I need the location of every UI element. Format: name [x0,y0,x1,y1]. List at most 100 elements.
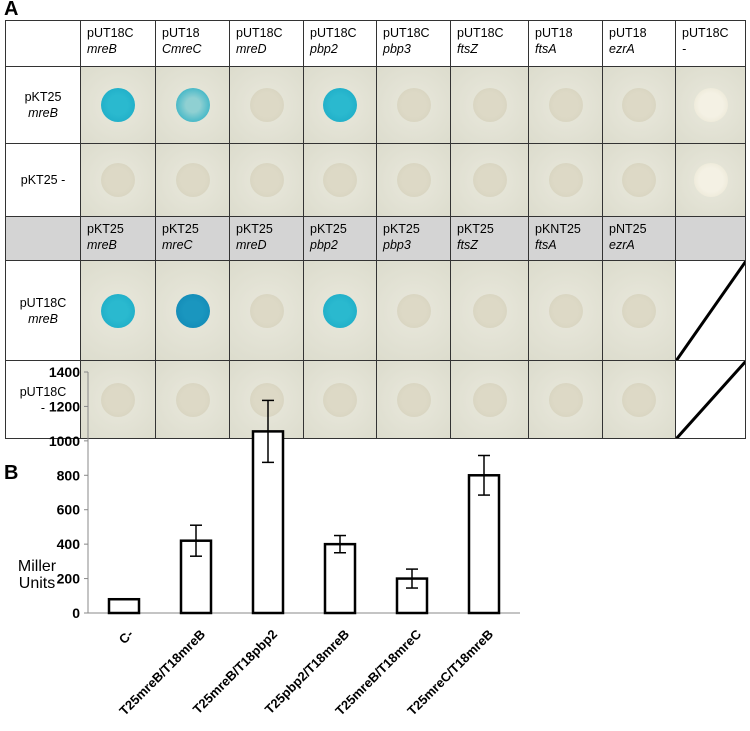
label-line: ftsZ [457,42,478,56]
header-cell: pUT18C pbp3 [376,20,451,67]
label-line: pKT25 [87,222,124,236]
label-line: ftsZ [457,238,478,252]
colony-spot [101,163,135,197]
error-bar [190,524,202,557]
y-axis-label: Miller Units [17,558,57,592]
row-label: pUT18C - [5,360,81,439]
plate-cell [602,360,676,439]
header-cell: pKNT25 ftsA [528,216,603,261]
colony-spot [396,88,431,122]
label-line: pKT25 [383,222,420,236]
colony-spot [323,293,357,328]
colony-spot [249,382,284,417]
plate-row: pKT25 mreB [5,66,746,144]
plate-cell [80,360,156,439]
label-line: pUT18 [162,26,200,40]
x-tick-label: T25mreB/T18mreB [116,627,208,719]
label-line: pUT18C [682,26,729,40]
header-row: pKT25 mreB pKT25 mreC pKT25 mreD pKT25 pbp2 pKT2… [5,216,746,261]
plate-cell [303,360,377,439]
label-line: pUT18 [535,26,573,40]
header-cell: pUT18 ftsA [528,20,603,67]
colony-spot [323,382,357,417]
colony-spot [249,88,284,122]
label-line: pUT18C [310,26,357,40]
label-line: pKT25 [310,222,347,236]
panel-letter: A [4,0,19,20]
plate-row: pUT18C mreB [5,260,746,361]
error-bar [334,534,346,554]
error-bar [406,568,418,589]
colony-spot [323,88,357,122]
header-cell: pKT25 mreC [155,216,230,261]
colony-spot [175,382,210,417]
bar [179,539,213,615]
plate-cell [528,260,603,361]
label-line: pUT18C [383,26,430,40]
plate-cell [80,66,156,144]
label-line: pUT18C [457,26,504,40]
plate-cell [602,66,676,144]
cross-out [676,361,745,438]
colony-spot [249,293,284,328]
colony-spot [101,293,135,328]
label-line: pKT25 [162,222,199,236]
plate-cell [450,360,529,439]
plate-cell [303,143,377,217]
label-line: mreB [87,42,117,56]
colony-spot [472,88,507,122]
plate-cell [602,143,676,217]
colony-spot [693,163,728,197]
plate-cell [80,260,156,361]
plate-row: pUT18C - [5,360,746,439]
label-line: CmreC [162,42,202,56]
y-tick-label: 600 [57,502,81,518]
colony-spot [396,293,431,328]
plate-cell [528,143,603,217]
plate-cell [303,260,377,361]
colony-spot [622,88,656,122]
plate-cell [155,360,230,439]
plate-cell [155,260,230,361]
header-cell: pUT18 ezrA [602,20,676,67]
bar [107,597,141,615]
plate-cell [602,260,676,361]
plate-cell [376,360,451,439]
label-line: pKT25 [457,222,494,236]
colony-spot [693,88,728,122]
plate-cell [675,66,746,144]
header-cell: pUT18C - [675,20,746,67]
colony-spot [101,88,135,122]
colony-spot [548,163,583,197]
colony-spot [396,163,431,197]
header-cell: pKT25 pbp2 [303,216,377,261]
plate-cell [376,260,451,361]
y-tick-label: 800 [57,467,81,483]
label-line: mreD [236,42,267,56]
x-tick-label: T25mreB/T18pbp2 [190,627,280,717]
plate-cell [229,260,304,361]
x-tick-label: T25mreC/T18mreB [404,627,496,719]
label-line: mreB [87,238,117,252]
plate-cell [675,260,746,361]
header-cell: pKT25 mreD [229,216,304,261]
label-line: pbp2 [310,42,338,56]
plate-cell [303,66,377,144]
colony-spot [548,293,583,328]
label-line: ftsA [535,238,557,252]
label-line: ezrA [609,42,635,56]
bar [323,542,357,615]
colony-spot [101,382,135,417]
label-line: - [682,42,687,56]
header-cell [675,216,746,261]
row-label: pKT25 mreB [5,66,81,144]
colony-spot [396,382,431,417]
plate-cell [80,143,156,217]
label-line: pKNT25 [535,222,581,236]
plate-cell [376,66,451,144]
label-line: mreD [236,238,267,252]
header-cell: pKT25 mreB [80,216,156,261]
label-line: pbp3 [383,238,411,252]
plate-cell [675,360,746,439]
